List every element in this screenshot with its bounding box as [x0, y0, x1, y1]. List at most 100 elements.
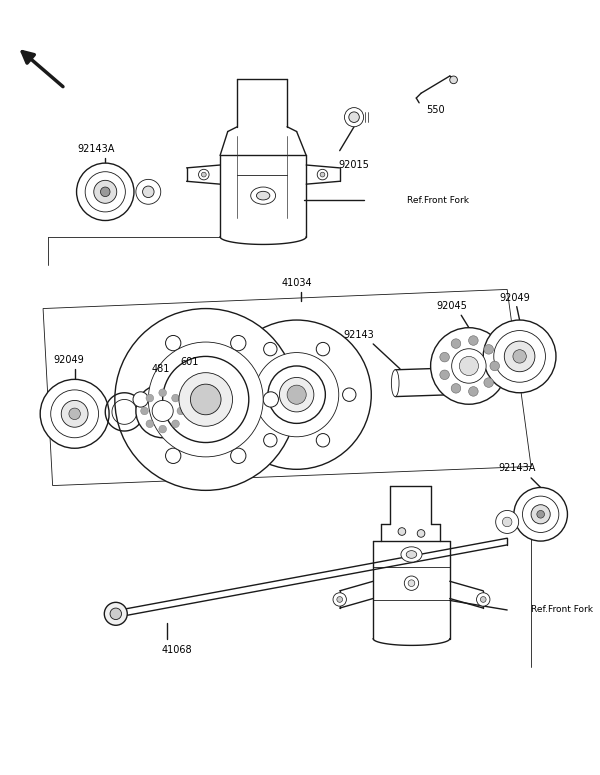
Circle shape	[85, 172, 125, 212]
Circle shape	[238, 388, 251, 401]
Circle shape	[450, 76, 457, 84]
Circle shape	[136, 179, 161, 205]
Circle shape	[316, 433, 329, 447]
Ellipse shape	[476, 593, 490, 606]
Text: 92049: 92049	[53, 355, 84, 365]
Text: 92045: 92045	[436, 301, 467, 311]
Circle shape	[148, 342, 263, 457]
Circle shape	[268, 366, 325, 423]
Text: PartBubble: PartBubble	[77, 367, 496, 432]
Text: 92049: 92049	[499, 293, 530, 303]
Circle shape	[172, 420, 179, 428]
Circle shape	[159, 389, 167, 397]
Ellipse shape	[344, 108, 364, 127]
Circle shape	[440, 353, 449, 362]
Circle shape	[452, 349, 486, 383]
Circle shape	[513, 350, 526, 363]
Text: 41034: 41034	[281, 277, 312, 288]
Circle shape	[490, 361, 500, 370]
Ellipse shape	[199, 169, 209, 180]
Ellipse shape	[408, 580, 415, 587]
Circle shape	[514, 487, 568, 541]
Circle shape	[523, 496, 559, 532]
Circle shape	[140, 407, 148, 415]
Ellipse shape	[398, 528, 406, 536]
Ellipse shape	[317, 169, 328, 180]
Circle shape	[222, 320, 371, 470]
Circle shape	[537, 511, 544, 518]
Ellipse shape	[391, 370, 399, 397]
Circle shape	[190, 384, 221, 415]
Ellipse shape	[333, 593, 346, 606]
Ellipse shape	[202, 172, 206, 177]
Circle shape	[152, 401, 173, 422]
Circle shape	[469, 336, 478, 346]
Circle shape	[484, 345, 493, 354]
Text: 92143A: 92143A	[77, 143, 115, 153]
Circle shape	[502, 517, 512, 527]
Ellipse shape	[349, 112, 359, 122]
Text: 92143A: 92143A	[498, 463, 535, 474]
Text: Ref.Front Fork: Ref.Front Fork	[531, 605, 593, 615]
Ellipse shape	[251, 187, 275, 205]
Circle shape	[69, 408, 80, 419]
Text: 601: 601	[180, 357, 199, 367]
Circle shape	[460, 356, 478, 376]
Circle shape	[451, 384, 461, 393]
Circle shape	[94, 181, 117, 203]
Circle shape	[159, 425, 167, 433]
Circle shape	[230, 336, 246, 351]
Circle shape	[163, 356, 249, 443]
Ellipse shape	[417, 529, 425, 537]
Text: Ref.Front Fork: Ref.Front Fork	[407, 196, 469, 205]
Circle shape	[77, 163, 134, 221]
Ellipse shape	[256, 191, 270, 200]
Ellipse shape	[404, 576, 419, 591]
Text: 92143: 92143	[343, 330, 374, 340]
Circle shape	[146, 394, 154, 402]
Circle shape	[177, 407, 185, 415]
Circle shape	[494, 331, 545, 382]
Circle shape	[146, 420, 154, 428]
Circle shape	[280, 377, 314, 412]
Circle shape	[254, 353, 339, 437]
Ellipse shape	[337, 597, 343, 602]
Circle shape	[343, 388, 356, 401]
Circle shape	[172, 394, 179, 402]
Ellipse shape	[449, 370, 457, 397]
Circle shape	[166, 336, 181, 351]
Circle shape	[484, 377, 493, 388]
Text: 92015: 92015	[338, 160, 370, 170]
Circle shape	[431, 328, 507, 405]
Circle shape	[263, 343, 277, 356]
Circle shape	[440, 370, 449, 380]
Circle shape	[51, 390, 98, 438]
Circle shape	[287, 385, 306, 405]
Circle shape	[110, 608, 122, 619]
Circle shape	[316, 343, 329, 356]
Circle shape	[40, 380, 109, 448]
Circle shape	[263, 392, 278, 407]
Ellipse shape	[481, 597, 486, 602]
Circle shape	[104, 602, 127, 625]
Text: 481: 481	[152, 363, 170, 374]
Circle shape	[483, 320, 556, 393]
Circle shape	[469, 387, 478, 396]
Circle shape	[61, 401, 88, 427]
Text: 41068: 41068	[162, 645, 193, 655]
Circle shape	[166, 448, 181, 463]
Circle shape	[504, 341, 535, 372]
Circle shape	[143, 186, 154, 198]
Ellipse shape	[401, 547, 422, 562]
Polygon shape	[43, 289, 531, 486]
Circle shape	[451, 339, 461, 349]
Circle shape	[100, 187, 110, 197]
Circle shape	[230, 448, 246, 463]
Circle shape	[263, 433, 277, 447]
Ellipse shape	[406, 551, 417, 558]
Circle shape	[115, 308, 296, 491]
Circle shape	[179, 373, 233, 426]
Text: 550: 550	[426, 105, 445, 115]
Circle shape	[136, 384, 190, 438]
Circle shape	[531, 505, 550, 524]
